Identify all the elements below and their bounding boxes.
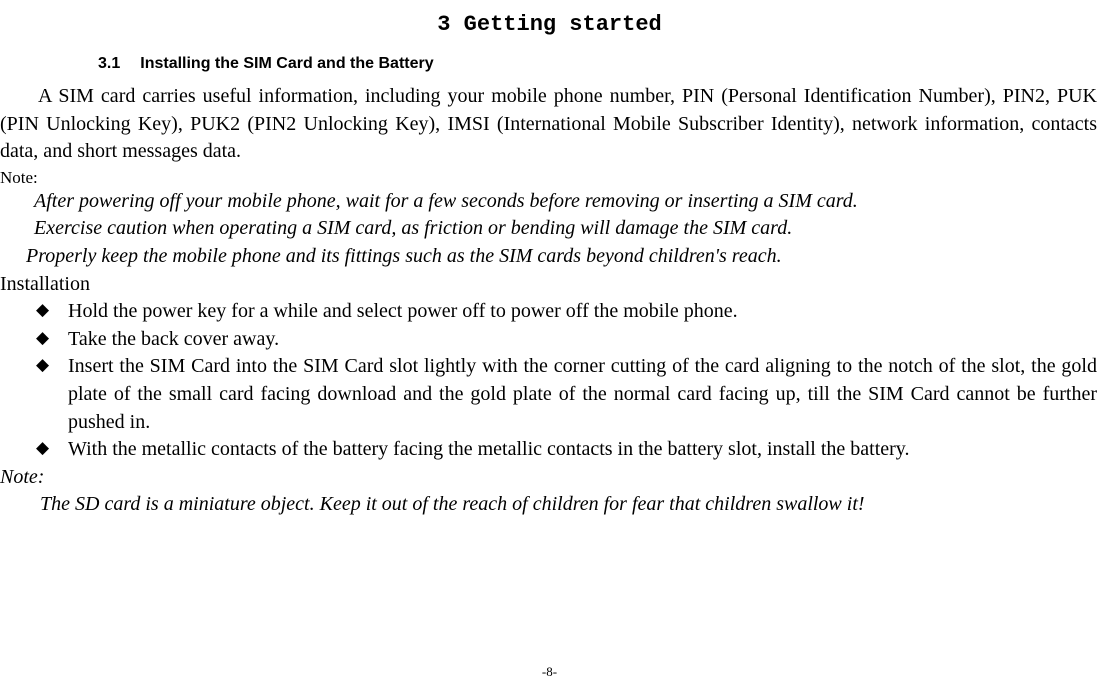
note-line: Properly keep the mobile phone and its f…: [0, 243, 1099, 271]
chapter-title: 3 Getting started: [0, 12, 1099, 37]
note-label: Note:: [0, 168, 1099, 188]
installation-list: Hold the power key for a while and selec…: [0, 298, 1099, 464]
page-number: -8-: [0, 664, 1099, 680]
note-line: After powering off your mobile phone, wa…: [0, 188, 1099, 216]
installation-heading: Installation: [0, 271, 1099, 299]
list-item: Hold the power key for a while and selec…: [36, 298, 1099, 326]
list-item: With the metallic contacts of the batter…: [36, 436, 1099, 464]
list-item: Take the back cover away.: [36, 326, 1099, 354]
note2-body: The SD card is a miniature object. Keep …: [0, 491, 1099, 519]
section-title: Installing the SIM Card and the Battery: [140, 55, 433, 72]
section-heading: 3.1 Installing the SIM Card and the Batte…: [98, 55, 1099, 73]
note2-label: Note:: [0, 464, 1099, 492]
list-item: Insert the SIM Card into the SIM Card sl…: [36, 353, 1099, 436]
section-number: 3.1: [98, 55, 120, 72]
intro-paragraph: A SIM card carries useful information, i…: [0, 83, 1099, 166]
note-line: Exercise caution when operating a SIM ca…: [0, 215, 1099, 243]
